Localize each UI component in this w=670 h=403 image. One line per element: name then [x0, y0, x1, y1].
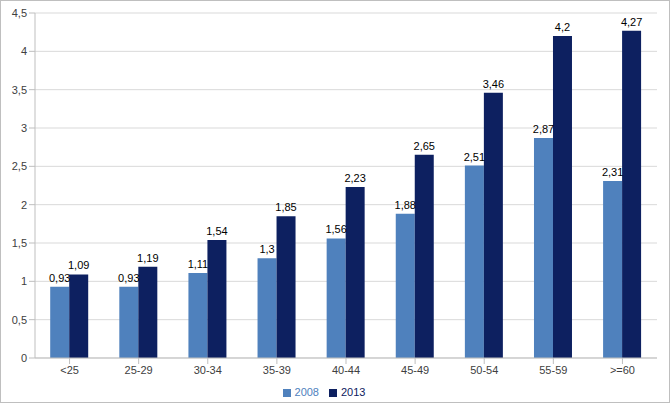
svg-text:3,5: 3,5	[12, 84, 27, 96]
svg-text:0,93: 0,93	[118, 272, 139, 284]
svg-text:25-29: 25-29	[125, 364, 153, 376]
html-text:2008: 2008	[294, 386, 319, 398]
svg-text:1,54: 1,54	[206, 225, 227, 237]
svg-text:40-44: 40-44	[332, 364, 360, 376]
svg-text:2,31: 2,31	[602, 166, 623, 178]
svg-text:3: 3	[21, 122, 27, 134]
html-text:2013: 2013	[341, 386, 366, 398]
svg-text:4,5: 4,5	[12, 7, 27, 19]
svg-text:3,46: 3,46	[483, 78, 504, 90]
svg-text:30-34: 30-34	[194, 364, 222, 376]
svg-text:4,2: 4,2	[555, 21, 570, 33]
svg-text:0,93: 0,93	[49, 272, 70, 284]
svg-text:2: 2	[21, 199, 27, 211]
svg-text:2,23: 2,23	[344, 172, 365, 184]
svg-text:2,5: 2,5	[12, 160, 27, 172]
svg-text:35-39: 35-39	[263, 364, 291, 376]
svg-text:1,85: 1,85	[275, 201, 296, 213]
svg-text:4: 4	[21, 45, 27, 57]
svg-text:45-49: 45-49	[401, 364, 429, 376]
svg-text:1: 1	[21, 275, 27, 287]
svg-text:50-54: 50-54	[470, 364, 498, 376]
svg-text:0,5: 0,5	[12, 314, 27, 326]
svg-text:1,5: 1,5	[12, 237, 27, 249]
svg-text:55-59: 55-59	[539, 364, 567, 376]
svg-text:4,27: 4,27	[621, 16, 642, 28]
svg-text:1,56: 1,56	[325, 223, 346, 235]
svg-text:2,65: 2,65	[414, 140, 435, 152]
svg-text:<25: <25	[60, 364, 79, 376]
svg-text:1,3: 1,3	[259, 243, 274, 255]
svg-text:1,88: 1,88	[395, 199, 416, 211]
svg-text:1,09: 1,09	[68, 259, 89, 271]
svg-text:0: 0	[21, 352, 27, 364]
svg-text:1,19: 1,19	[137, 252, 158, 264]
svg-text:2,87: 2,87	[533, 123, 554, 135]
svg-text:>=60: >=60	[610, 364, 635, 376]
svg-text:1,11: 1,11	[188, 258, 209, 270]
svg-text:2,51: 2,51	[464, 151, 485, 163]
